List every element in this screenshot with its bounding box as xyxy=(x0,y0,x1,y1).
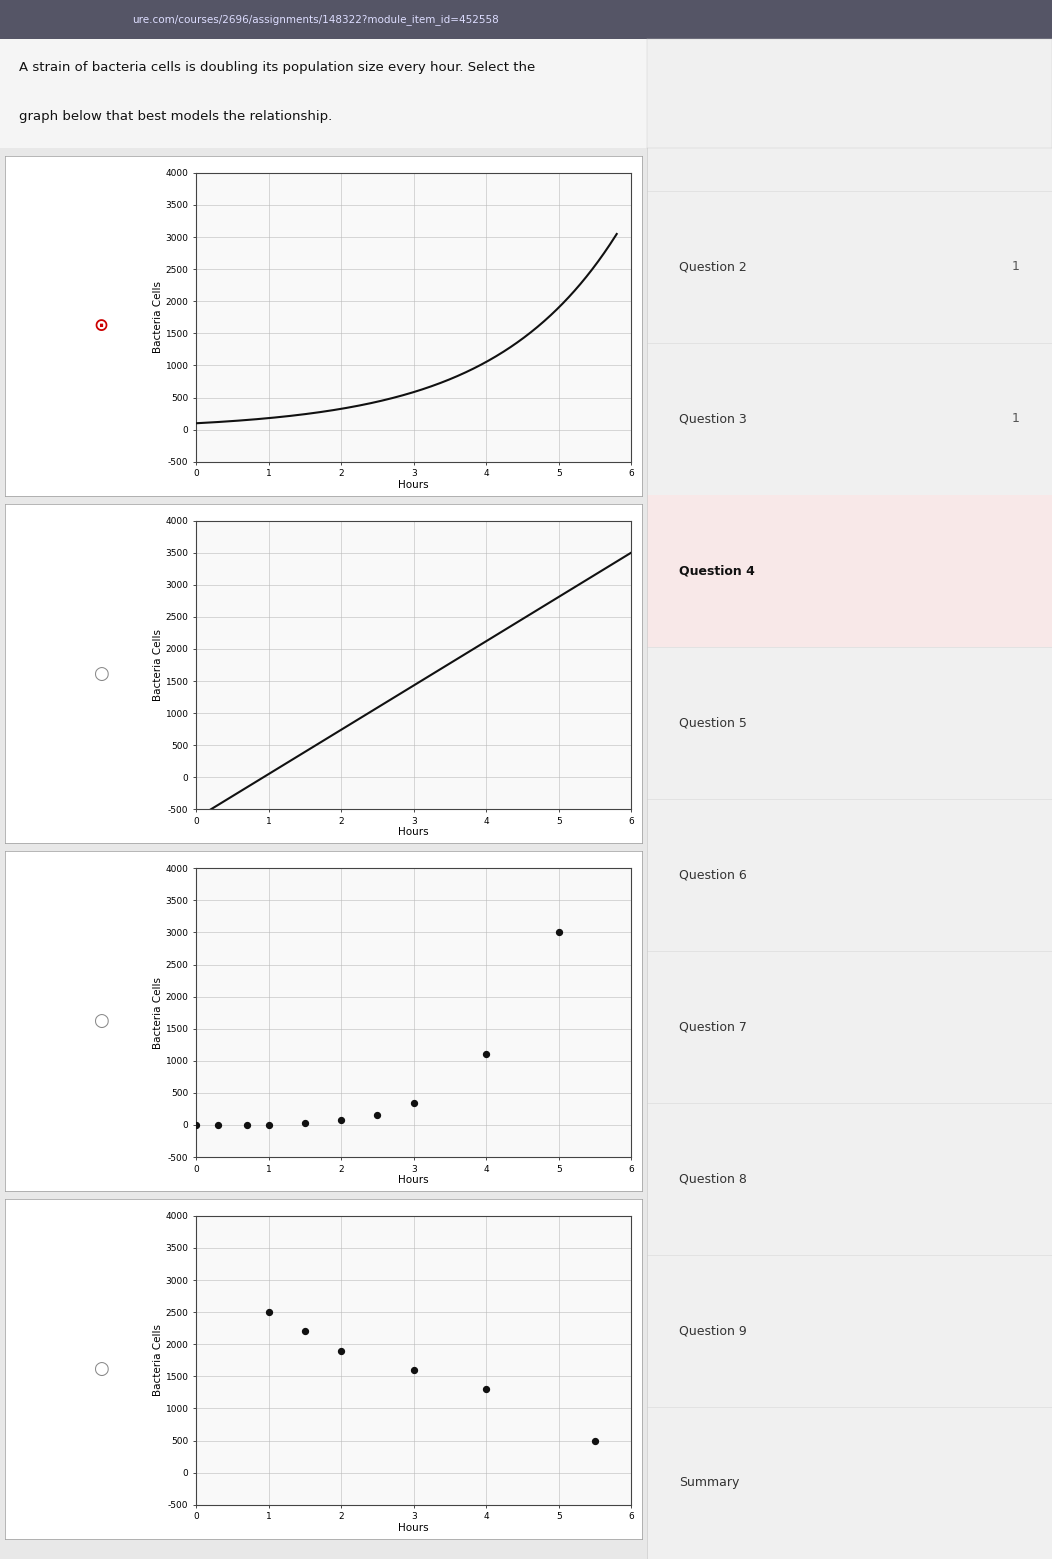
Point xyxy=(478,1041,494,1066)
Text: A strain of bacteria cells is doubling its population size every hour. Select th: A strain of bacteria cells is doubling i… xyxy=(19,61,535,73)
Point xyxy=(260,1113,277,1138)
Text: ure.com/courses/2696/assignments/148322?module_item_id=452558: ure.com/courses/2696/assignments/148322?… xyxy=(133,14,499,25)
Point xyxy=(209,1113,226,1138)
Text: Question 8: Question 8 xyxy=(680,1172,747,1185)
Point xyxy=(297,1110,313,1135)
Text: 1: 1 xyxy=(1012,109,1019,122)
Point xyxy=(260,1300,277,1325)
Text: Question 3: Question 3 xyxy=(680,413,747,426)
X-axis label: Hours: Hours xyxy=(399,1175,429,1185)
Y-axis label: Bacteria Cells: Bacteria Cells xyxy=(153,1324,163,1397)
Point xyxy=(478,1377,494,1402)
Point xyxy=(405,1090,422,1115)
Point xyxy=(187,1113,204,1138)
Text: Question 4: Question 4 xyxy=(680,564,755,577)
Text: 1: 1 xyxy=(1012,413,1019,426)
Point xyxy=(587,1428,604,1453)
Point xyxy=(369,1102,386,1127)
Text: ○: ○ xyxy=(93,1012,108,1030)
Point xyxy=(239,1113,256,1138)
Text: Question 2: Question 2 xyxy=(680,260,747,273)
Y-axis label: Bacteria Cells: Bacteria Cells xyxy=(153,976,163,1049)
Text: Question 7: Question 7 xyxy=(680,1021,747,1034)
Text: Question 9: Question 9 xyxy=(680,1325,747,1338)
Text: ○: ○ xyxy=(93,1359,108,1378)
X-axis label: Hours: Hours xyxy=(399,480,429,490)
Text: 1: 1 xyxy=(1012,260,1019,273)
Point xyxy=(297,1319,313,1344)
Text: Question 1: Question 1 xyxy=(680,109,747,122)
Text: Question 5: Question 5 xyxy=(680,717,747,730)
Point xyxy=(332,1107,349,1132)
Point xyxy=(332,1338,349,1363)
Text: ○: ○ xyxy=(93,664,108,683)
X-axis label: Hours: Hours xyxy=(399,828,429,837)
Text: Summary: Summary xyxy=(680,1476,740,1489)
Point xyxy=(550,920,567,945)
Y-axis label: Bacteria Cells: Bacteria Cells xyxy=(153,281,163,354)
Text: graph below that best models the relationship.: graph below that best models the relatio… xyxy=(19,109,332,123)
Y-axis label: Bacteria Cells: Bacteria Cells xyxy=(153,628,163,702)
X-axis label: Hours: Hours xyxy=(399,1523,429,1532)
Text: ⊙: ⊙ xyxy=(94,316,108,335)
Point xyxy=(405,1358,422,1383)
Bar xyxy=(647,496,1052,647)
Text: Question 6: Question 6 xyxy=(680,868,747,881)
